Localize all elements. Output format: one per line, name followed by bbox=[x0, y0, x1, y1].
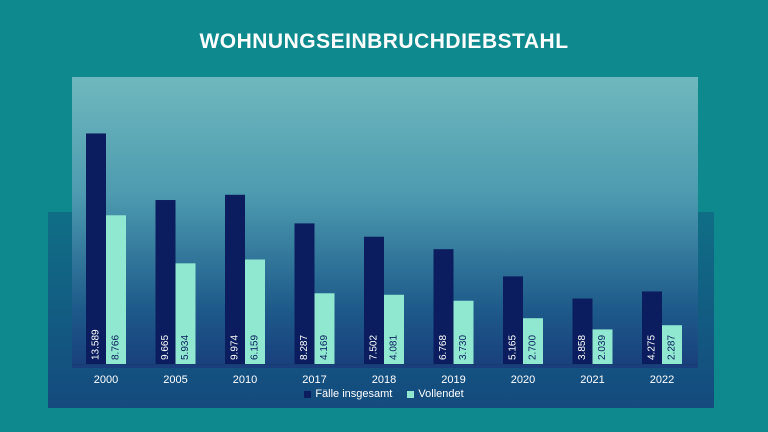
x-tick-label-2000: 2000 bbox=[94, 374, 118, 386]
bar-total-2017 bbox=[294, 223, 315, 364]
bar-completed-2018 bbox=[384, 294, 404, 364]
data-label-completed-2019: 3.730 bbox=[458, 335, 469, 360]
x-tick-label-2018: 2018 bbox=[372, 374, 396, 386]
x-tick-label-2020: 2020 bbox=[511, 374, 535, 386]
bar-completed-2021 bbox=[592, 329, 613, 364]
data-label-total-2010: 9.974 bbox=[230, 335, 241, 360]
bar-completed-2019 bbox=[453, 300, 474, 364]
data-label-completed-2020: 2.700 bbox=[528, 335, 539, 360]
legend-item-total: Fälle insgesamt bbox=[304, 388, 392, 400]
data-label-completed-2021: 2.039 bbox=[597, 335, 608, 360]
bar-completed-2000 bbox=[106, 215, 126, 364]
data-label-total-2000: 13.589 bbox=[91, 329, 102, 360]
data-label-completed-2018: 4.081 bbox=[389, 335, 400, 360]
legend-item-completed: Vollendet bbox=[407, 388, 464, 400]
data-label-total-2021: 3.858 bbox=[577, 335, 588, 360]
legend-swatch-completed bbox=[407, 390, 415, 398]
data-label-completed-2000: 8.766 bbox=[111, 335, 122, 360]
data-label-completed-2005: 5.934 bbox=[180, 335, 191, 360]
legend-label-total: Fälle insgesamt bbox=[315, 388, 393, 400]
data-label-total-2019: 6.768 bbox=[438, 335, 449, 360]
x-tick-label-2019: 2019 bbox=[441, 374, 465, 386]
data-label-total-2022: 4.275 bbox=[647, 335, 658, 360]
data-label-completed-2022: 2.287 bbox=[667, 335, 678, 360]
bar-total-2021 bbox=[572, 298, 593, 364]
bar-total-2010 bbox=[225, 194, 245, 364]
bar-total-2005 bbox=[155, 200, 176, 364]
chart-title: WOHNUNGSEINBRUCHDIEBSTAHL bbox=[199, 30, 569, 53]
bar-total-2018 bbox=[364, 236, 384, 364]
legend-swatch-total bbox=[304, 390, 312, 398]
x-tick-label-2022: 2022 bbox=[650, 374, 674, 386]
bar-completed-2022 bbox=[662, 325, 682, 364]
legend: Fälle insgesamt Vollendet bbox=[0, 388, 768, 400]
bar-total-2000 bbox=[86, 133, 106, 364]
data-label-completed-2010: 6.159 bbox=[250, 335, 261, 360]
x-tick-label-2010: 2010 bbox=[233, 374, 257, 386]
data-label-total-2020: 5.165 bbox=[508, 335, 519, 360]
bar-completed-2010 bbox=[245, 259, 265, 364]
bar-total-2022 bbox=[642, 291, 662, 364]
bar-total-2020 bbox=[503, 276, 523, 364]
data-label-total-2005: 9.665 bbox=[160, 335, 171, 360]
legend-label-completed: Vollendet bbox=[418, 388, 464, 400]
bar-completed-2017 bbox=[314, 293, 335, 364]
data-label-total-2018: 7.502 bbox=[369, 335, 380, 360]
data-label-completed-2017: 4.169 bbox=[319, 335, 330, 360]
x-tick-label-2017: 2017 bbox=[302, 374, 326, 386]
x-tick-label-2005: 2005 bbox=[163, 374, 187, 386]
bar-total-2019 bbox=[433, 249, 454, 364]
data-label-total-2017: 8.287 bbox=[299, 335, 310, 360]
bar-completed-2005 bbox=[175, 263, 196, 364]
x-tick-label-2021: 2021 bbox=[580, 374, 604, 386]
bar-completed-2020 bbox=[523, 318, 543, 364]
